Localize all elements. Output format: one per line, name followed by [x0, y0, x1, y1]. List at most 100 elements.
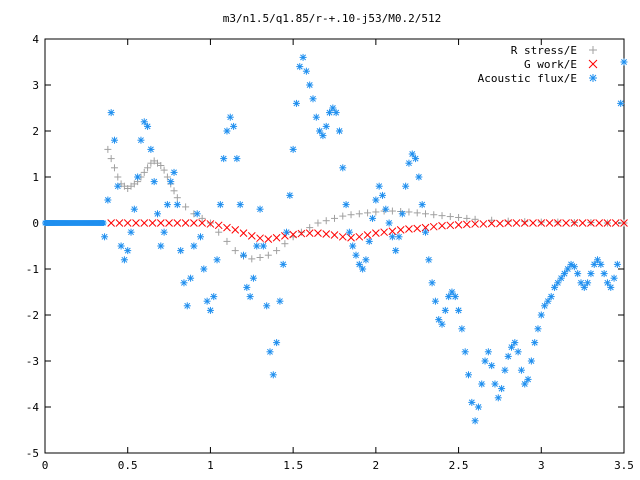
data-point: [441, 306, 449, 314]
data-point: [110, 164, 118, 172]
data-point: [215, 228, 223, 236]
data-point: [181, 219, 190, 227]
data-point: [435, 316, 443, 324]
data-point: [380, 228, 388, 237]
plot-axes: 0 0.5 1 1.5 2 2.5 3 3.5 -5 -4 -3 -2 -1 0 1 2 3 4: [26, 33, 634, 472]
data-point: [256, 234, 264, 243]
data-point: [339, 164, 347, 172]
data-point: [322, 217, 330, 225]
data-point: [259, 242, 267, 250]
data-point: [314, 229, 322, 237]
data-point: [527, 357, 535, 365]
data-point: [372, 229, 380, 237]
data-point: [544, 297, 552, 305]
data-point: [273, 247, 281, 255]
data-point: [132, 219, 140, 227]
chart-title: m3/n1.5/q1.85/r-+.10-j53/M0.2/512: [223, 12, 442, 25]
data-point: [521, 218, 529, 226]
data-point: [206, 220, 215, 228]
data-point: [364, 209, 372, 217]
data-point: [611, 219, 620, 227]
data-point: [286, 191, 294, 199]
data-point: [193, 210, 201, 218]
data-point: [206, 219, 214, 227]
legend-marker: [589, 74, 597, 82]
data-point: [296, 63, 304, 71]
data-point: [160, 166, 168, 174]
data-point: [560, 270, 568, 278]
x-tick-label: 0: [42, 459, 49, 472]
data-point: [402, 182, 410, 190]
data-point: [214, 221, 223, 230]
data-point: [524, 375, 532, 383]
data-point: [335, 127, 343, 135]
data-point: [481, 357, 489, 365]
data-point: [508, 343, 516, 351]
data-point: [297, 229, 306, 238]
data-point: [213, 256, 221, 264]
data-point: [610, 274, 618, 282]
data-point: [326, 109, 334, 117]
data-point: [124, 247, 132, 255]
data-point: [578, 219, 587, 227]
data-point: [471, 417, 479, 425]
data-point: [388, 233, 396, 241]
data-point: [330, 231, 339, 239]
data-point: [144, 122, 152, 130]
data-point: [395, 233, 403, 241]
data-point: [464, 371, 472, 379]
data-point: [239, 229, 248, 237]
data-point: [183, 302, 191, 310]
data-point: [127, 228, 135, 236]
data-point: [263, 302, 271, 310]
data-point: [144, 164, 152, 172]
data-point: [617, 99, 625, 107]
data-point: [114, 173, 122, 181]
data-point: [487, 219, 496, 228]
data-point: [584, 279, 592, 287]
data-point: [359, 265, 367, 273]
data-point: [140, 219, 149, 227]
data-point: [107, 155, 115, 163]
data-point: [570, 263, 578, 271]
legend-entry-acoustic-flux: Acoustic flux/E: [478, 72, 577, 85]
data-point: [163, 173, 171, 181]
data-point: [574, 270, 582, 278]
data-point: [160, 228, 168, 236]
legend-entry-g-work: G work/E: [524, 58, 577, 71]
data-point: [276, 297, 284, 305]
data-point: [531, 339, 539, 347]
data-point: [587, 270, 595, 278]
data-point: [600, 270, 608, 278]
data-point: [140, 168, 148, 176]
data-point: [349, 242, 357, 250]
data-point: [463, 214, 471, 222]
data-point: [347, 211, 355, 219]
data-point: [130, 205, 138, 213]
data-point: [504, 352, 512, 360]
data-point: [471, 220, 479, 228]
data-point: [421, 210, 429, 218]
data-point: [190, 219, 198, 227]
data-point: [454, 220, 463, 229]
data-point: [620, 219, 628, 227]
data-point: [200, 265, 208, 273]
x-tick-label: 0.5: [118, 459, 138, 472]
data-point: [587, 219, 595, 227]
data-point: [570, 219, 579, 227]
data-point: [309, 95, 317, 103]
data-point: [339, 212, 347, 220]
data-point: [115, 219, 124, 227]
data-point: [101, 233, 109, 241]
y-tick-label: 4: [32, 33, 39, 46]
data-point: [564, 265, 572, 273]
legend-marker: [588, 59, 598, 69]
data-point: [479, 220, 488, 228]
x-tick-label: 3: [538, 459, 545, 472]
data-point: [554, 218, 562, 226]
y-tick-label: -3: [26, 355, 39, 368]
data-point: [167, 178, 175, 186]
data-point: [429, 222, 438, 231]
data-point: [197, 233, 205, 241]
data-point: [378, 191, 386, 199]
